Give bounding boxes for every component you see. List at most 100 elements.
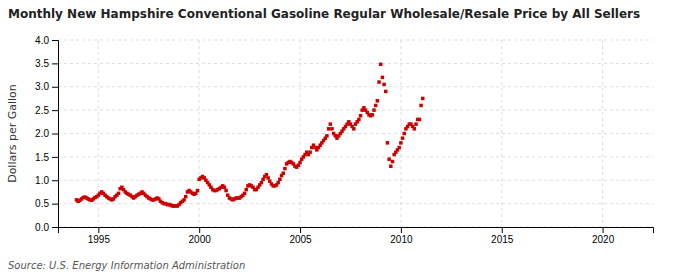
point [278,178,282,182]
point [421,97,425,101]
tick-label: 3.5 [35,58,49,69]
tick-label: 2015 [491,234,514,245]
point [418,118,422,122]
tick-label: 3.0 [35,81,49,92]
tick: 2015 [491,227,514,245]
tick-label: 2.5 [35,105,49,116]
grid-line [58,156,653,157]
tick-label: 2010 [390,234,413,245]
tick-mark [52,110,58,111]
grid-line [98,40,99,227]
tick-mark [52,227,58,228]
tick: 1.5 [35,152,58,163]
point [308,150,312,154]
tick: 0.5 [35,198,58,209]
tick: 1995 [88,227,111,245]
point [381,76,385,80]
tick-mark [52,204,58,205]
tick-mark [603,227,604,233]
grid-line [58,86,653,87]
point [327,127,331,131]
tick: 2005 [289,227,312,245]
point [401,136,405,140]
tick-mark [52,134,58,135]
tick: 3.5 [35,58,58,69]
tick-mark [300,227,301,233]
grid-line [602,40,603,227]
point [402,132,406,136]
point [184,195,188,199]
point [371,113,375,117]
axis-line [59,228,654,234]
point [117,192,121,196]
tick-label: 2020 [592,234,615,245]
grid-line [58,40,653,41]
point [413,127,417,131]
marks [75,63,425,208]
tick-mark [502,227,503,233]
point [384,90,388,94]
point [265,173,269,177]
point [281,171,285,175]
point [386,141,390,145]
point [391,160,395,164]
tick-label: 4.0 [35,35,49,46]
grid-line [58,203,653,204]
tick-label: 0.5 [35,198,49,209]
tick-label: 1995 [88,234,111,245]
grid-line [400,40,401,227]
axis-line [52,41,59,228]
tick-label: 2000 [189,234,212,245]
point [276,181,280,185]
tick-mark [52,157,58,158]
point [414,122,418,126]
tick: 2020 [592,227,615,245]
point [244,188,248,192]
tick: 2.0 [35,128,58,139]
point [243,192,247,196]
tick-label: 1.5 [35,152,49,163]
source: Source: U.S. Energy Information Administ… [8,260,245,271]
grid-line [58,133,653,134]
point [298,161,302,165]
plot: 1995 2000 2005 2010 2015 2020 0.0 0.5 1.0 1.5 2.0 2… [35,35,653,245]
point [374,104,378,108]
tick-label: 2.0 [35,128,49,139]
point [372,108,376,112]
tick-mark [52,40,58,41]
grid-line [199,40,200,227]
x-axis: 1995 2000 2005 2010 2015 2020 [59,227,654,245]
tick: 1.0 [35,175,58,186]
tick: 2.5 [35,105,58,116]
tick: 0.0 [35,222,58,233]
chart: Monthly New Hampshire Conventional Gasol… [0,0,675,275]
tick: 3.0 [35,81,58,92]
point [329,122,333,126]
point [389,164,393,168]
point [260,181,264,185]
point [196,189,200,193]
point [376,99,380,103]
point [223,186,227,190]
grid-line [58,110,653,111]
tick-label: 0.0 [35,222,49,233]
title: Monthly New Hampshire Conventional Gasol… [8,7,640,21]
point [397,146,401,150]
y-axis-title: Dollars per Gallon [6,84,19,183]
point [399,141,403,145]
tick-mark [199,227,200,233]
point [266,176,270,180]
tick-label: 2005 [289,234,312,245]
point [377,80,381,84]
tick-label: 1.0 [35,175,49,186]
point [224,189,228,193]
point [359,114,363,118]
grid-line [58,63,653,64]
point [419,104,423,108]
point [387,157,391,161]
point [382,83,386,87]
point [357,118,361,122]
grid-line [300,40,301,227]
point [283,167,287,171]
grid [58,40,653,227]
